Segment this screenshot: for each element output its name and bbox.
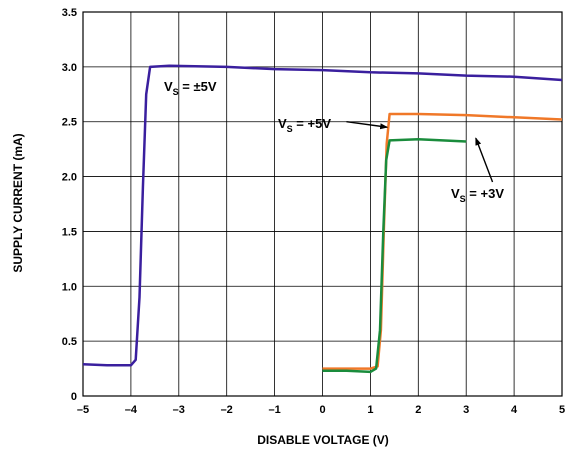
x-tick-label: 3 [463,404,469,416]
y-tick-label: 3.5 [62,7,77,19]
plot-frame [82,11,563,397]
y-tick-label: 2.5 [62,117,77,129]
y-axis-title: SUPPLY CURRENT (mA) [11,133,25,272]
x-tick-label: –3 [173,404,185,416]
series-line-2 [322,138,467,374]
x-tick-label: –4 [125,404,138,416]
series-lines [82,64,563,374]
x-tick-label: –5 [77,404,89,416]
x-tick-label: 1 [367,404,373,416]
annotation-arrow [346,121,389,130]
series-line-0 [82,64,563,367]
series-label-vs-3v: VS = +3V [451,186,504,204]
series-line-1 [322,112,563,370]
x-tick-label: –1 [268,404,280,416]
annotation-arrows [346,121,494,183]
y-tick-label: 2.0 [62,172,77,184]
y-tick-label: 0 [71,391,77,403]
series-label-vs-5v: VS = +5V [278,116,331,134]
annotation-arrow [475,137,494,183]
series-label-vs-5v-dual: VS = ±5V [164,79,217,97]
x-tick-label: –2 [221,404,233,416]
x-axis-title: DISABLE VOLTAGE (V) [257,433,389,447]
x-tick-label: 0 [319,404,325,416]
y-tick-label: 0.5 [62,336,77,348]
y-tick-label: 3.0 [62,62,77,74]
tick-labels: –5 –4 –3 –2 –1 0 1 2 3 4 5 0 0.5 1.0 1.5 2.0 2.5 3.0 3.5 [62,7,565,416]
x-tick-label: 2 [415,404,421,416]
y-tick-label: 1.5 [62,226,77,238]
x-tick-label: 4 [511,404,518,416]
x-tick-label: 5 [559,404,565,416]
y-tick-label: 1.0 [62,281,77,293]
